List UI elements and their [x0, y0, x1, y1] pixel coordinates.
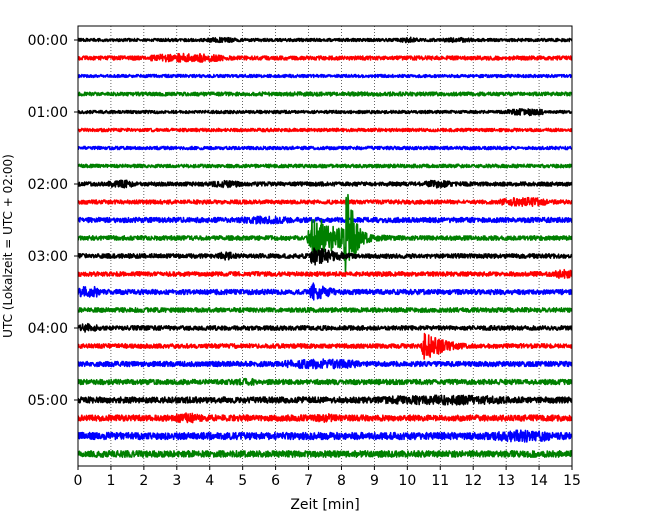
x-tick-label-3: 3: [172, 473, 181, 489]
trace-0045: [78, 91, 572, 97]
trace-0545: [78, 450, 572, 458]
trace-0115: [78, 127, 572, 133]
y-tick-label-00:00: 00:00: [28, 33, 68, 49]
trace-0230: [78, 215, 572, 225]
trace-0030: [78, 73, 572, 79]
trace-0315: [78, 268, 572, 279]
y-axis-title: UTC (Lokalzeit = UTC + 02:00): [1, 154, 15, 338]
x-tick-label-10: 10: [398, 473, 416, 489]
x-tick-label-13: 13: [497, 473, 515, 489]
trace-0215: [78, 196, 572, 208]
x-tick-label-8: 8: [337, 473, 346, 489]
x-tick-label-9: 9: [370, 473, 379, 489]
trace-0400: [78, 322, 572, 333]
x-tick-label-7: 7: [304, 473, 313, 489]
x-tick-label-0: 0: [74, 473, 83, 489]
y-tick-label-03:00: 03:00: [28, 249, 68, 265]
y-tick-label-01:00: 01:00: [28, 105, 68, 121]
trace-0200: [78, 179, 572, 189]
x-tick-label-4: 4: [205, 473, 214, 489]
x-ticks: 0 1 2 3 4 5 6 7 8 9 10 11 12 13 14 15: [74, 466, 581, 489]
y-ticks: 00:00 01:00 02:00 03:00 04:00 05:00: [28, 33, 78, 409]
x-tick-label-1: 1: [106, 473, 115, 489]
trace-0000: [78, 36, 572, 44]
trace-0500: [78, 394, 572, 406]
x-tick-label-15: 15: [563, 473, 581, 489]
trace-0430: [78, 358, 572, 370]
y-tick-label-05:00: 05:00: [28, 393, 68, 409]
x-tick-label-14: 14: [530, 473, 548, 489]
x-tick-label-5: 5: [238, 473, 247, 489]
trace-0530: [78, 429, 572, 443]
trace-0145: [78, 163, 572, 169]
trace-0345: [78, 307, 572, 313]
x-tick-label-11: 11: [431, 473, 449, 489]
trace-0415: [78, 332, 572, 360]
x-tick-label-2: 2: [139, 473, 148, 489]
plot-frame: [77, 25, 573, 467]
y-tick-label-02:00: 02:00: [28, 177, 68, 193]
trace-0245: [78, 193, 572, 275]
x-tick-label-6: 6: [271, 473, 280, 489]
trace-0445: [78, 377, 572, 386]
y-tick-label-04:00: 04:00: [28, 321, 68, 337]
trace-0300: [78, 247, 572, 266]
x-axis-title: Zeit [min]: [290, 497, 359, 513]
trace-0130: [78, 145, 572, 151]
trace-0330: [78, 282, 572, 301]
trace-0100: [78, 108, 572, 117]
x-tick-label-12: 12: [464, 473, 482, 489]
trace-0515: [78, 412, 572, 424]
trace-0015: [78, 52, 572, 63]
seismic-traces: [78, 36, 572, 458]
